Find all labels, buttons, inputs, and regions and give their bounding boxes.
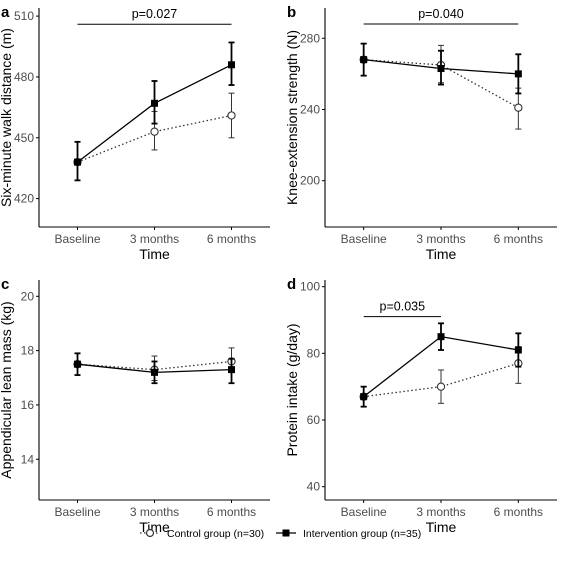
data-point [227, 111, 236, 120]
data-point [437, 65, 445, 73]
panel-b: b 200 240 280 Baseline 3 months 6 months Time Kn… [284, 4, 557, 262]
legend-intervention-label: Intervention group (n=35) [303, 528, 421, 540]
y-tick-label: 510 [14, 9, 34, 23]
data-point [514, 103, 523, 112]
legend-control-marker [145, 528, 155, 538]
series-control [359, 346, 523, 408]
y-tick-label: 60 [307, 413, 321, 427]
panel-a: a 420 450 480 510 Baseline 3 months 6 months Tim… [0, 4, 270, 262]
y-tick-label: 200 [300, 174, 320, 188]
y-tick-label: 240 [300, 102, 320, 116]
x-tick-label: 6 months [494, 505, 543, 519]
series-intervention [74, 352, 235, 385]
panel-d: d 40 60 80 100 Baseline 3 months 6 months Time Pr… [284, 276, 557, 535]
x-axis-label: Time [426, 519, 457, 535]
y-tick-label: 80 [307, 346, 321, 360]
panel-letter: d [287, 276, 296, 293]
y-tick-label: 18 [21, 344, 35, 358]
x-tick-label: 3 months [416, 505, 465, 519]
y-axis-label: Appendicular lean mass (kg) [0, 301, 14, 478]
data-point [74, 158, 81, 166]
x-tick-label: 6 months [207, 232, 256, 246]
data-point [436, 382, 446, 391]
panel-letter: b [287, 4, 296, 21]
legend: Control group (n=30) Intervention group … [140, 528, 421, 540]
x-tick-label: 3 months [130, 505, 179, 519]
x-axis-label: Time [426, 246, 457, 262]
panels-layer: a 420 450 480 510 Baseline 3 months 6 months Tim… [0, 4, 557, 535]
p-value-label: p=0.035 [380, 300, 426, 314]
data-point [151, 99, 158, 107]
x-tick-label: 3 months [416, 232, 465, 246]
legend-control-label: Control group (n=30) [167, 528, 264, 540]
y-tick-label: 100 [300, 280, 320, 294]
series-intervention [360, 42, 522, 95]
x-tick-label: Baseline [341, 505, 387, 519]
data-point [228, 366, 235, 374]
x-tick-label: Baseline [54, 505, 100, 519]
y-tick-label: 280 [300, 31, 320, 45]
y-tick-label: 40 [307, 480, 321, 494]
x-tick-label: Baseline [54, 232, 100, 246]
data-point [360, 393, 368, 401]
panel-c: c 14 16 18 20 Baseline 3 months 6 months Time App… [0, 276, 270, 535]
data-point [437, 333, 445, 341]
y-tick-label: 20 [21, 289, 35, 303]
y-axis-label: Knee-extension strength (N) [284, 30, 300, 205]
panel-letter: c [1, 276, 9, 293]
x-tick-label: 6 months [494, 232, 543, 246]
series-line [363, 58, 519, 109]
x-tick-label: Baseline [341, 232, 387, 246]
data-point [151, 368, 158, 376]
x-tick-label: 6 months [207, 505, 256, 519]
x-tick-label: 3 months [130, 232, 179, 246]
data-point [74, 360, 81, 368]
y-tick-label: 450 [14, 131, 34, 145]
y-axis-label: Protein intake (g/day) [284, 323, 300, 456]
series-intervention [360, 322, 522, 408]
p-value-label: p=0.040 [418, 7, 464, 21]
x-axis-label: Time [139, 246, 170, 262]
y-tick-label: 480 [14, 70, 34, 84]
y-tick-label: 420 [14, 192, 34, 206]
y-axis-label: Six-minute walk distance (m) [0, 28, 14, 207]
data-point [514, 346, 522, 354]
panel-letter: a [1, 4, 10, 21]
data-point [150, 127, 159, 136]
x-axis-label: Time [139, 519, 170, 535]
data-point [360, 56, 368, 64]
legend-intervention-marker [282, 529, 290, 537]
series-intervention [74, 41, 235, 182]
y-tick-label: 16 [21, 398, 35, 412]
data-point [514, 70, 522, 78]
p-value-label: p=0.027 [132, 7, 178, 21]
y-tick-label: 14 [21, 452, 35, 466]
data-point [228, 61, 235, 69]
